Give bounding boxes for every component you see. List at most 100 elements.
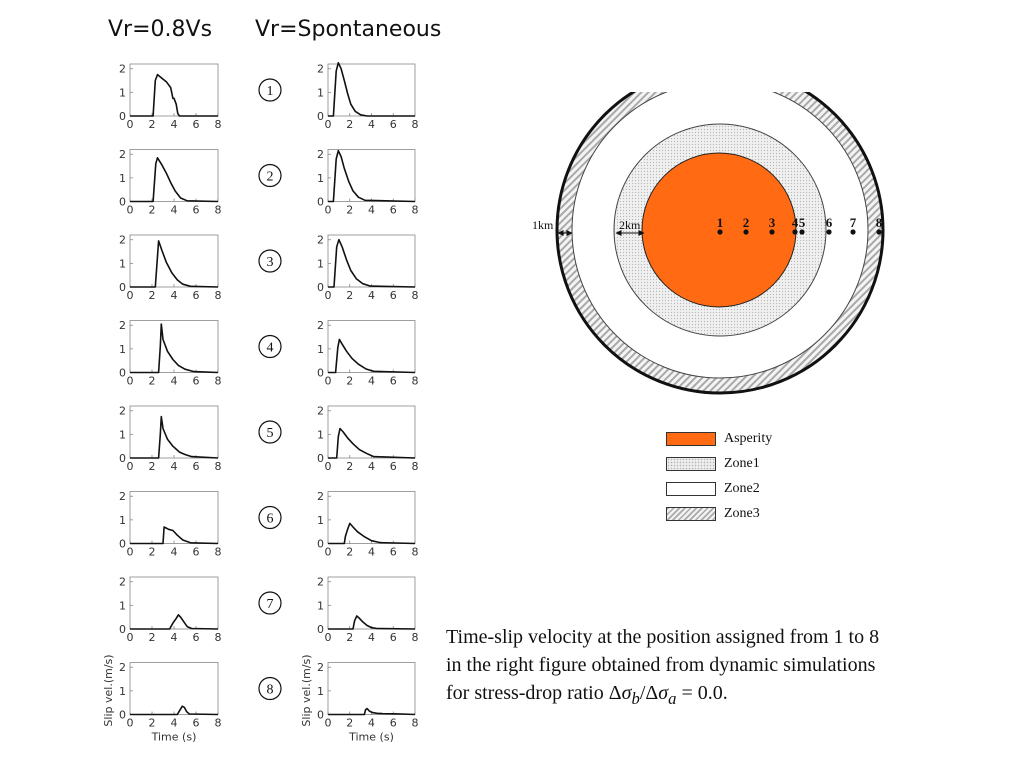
- legend-swatch-zone2: [666, 481, 716, 496]
- x-axis-label: Time (s): [348, 731, 394, 744]
- x-tick-label: 6: [193, 118, 200, 131]
- x-axis-label: Time (s): [151, 731, 197, 744]
- legend-item-zone3: Zone3: [666, 501, 772, 526]
- legend-label-zone2: Zone2: [724, 480, 760, 496]
- x-tick-label: 8: [412, 546, 419, 559]
- legend-item-zone2: Zone2: [666, 476, 772, 501]
- right-column-title: Vr=Spontaneous: [255, 17, 442, 42]
- diagram-point-1: [717, 229, 723, 235]
- panel-left-2: 0 1 2 0 2 4 6 8: [119, 148, 222, 216]
- x-tick-label: 2: [346, 118, 353, 131]
- x-tick-label: 0: [127, 289, 134, 302]
- x-tick-label: 8: [412, 631, 419, 644]
- y-tick-label: 1: [119, 428, 126, 441]
- station-circle: [258, 505, 282, 530]
- y-tick-label: 0: [317, 623, 324, 636]
- panel-right-4: 0 1 2 0 2 4 6 8: [317, 319, 419, 387]
- caption-line-2: in the right figure obtained from dynami…: [446, 654, 876, 676]
- y-tick-label: 2: [317, 63, 324, 76]
- diagram-point-7: [850, 229, 856, 235]
- x-tick-label: 0: [127, 460, 134, 473]
- y-tick-label: 0: [119, 452, 126, 465]
- station-number: 1: [267, 84, 274, 99]
- x-tick-label: 4: [368, 631, 375, 644]
- y-tick-label: 2: [317, 576, 324, 589]
- legend-label-zone1: Zone1: [724, 455, 760, 471]
- caption-sub-a: a: [668, 689, 677, 708]
- x-tick-label: 6: [193, 375, 200, 388]
- x-tick-label: 2: [346, 717, 353, 730]
- panel-right-5: 0 1 2 0 2 4 6 8: [317, 405, 419, 473]
- panel-left-4: 0 1 2 0 2 4 6 8: [119, 319, 222, 387]
- legend-swatch-zone3: [666, 506, 716, 521]
- x-tick-label: 8: [412, 460, 419, 473]
- y-tick-label: 1: [119, 257, 126, 270]
- y-tick-label: 1: [317, 86, 324, 99]
- y-tick-label: 0: [317, 281, 324, 294]
- x-tick-label: 4: [171, 460, 178, 473]
- x-tick-label: 8: [412, 717, 419, 730]
- y-tick-label: 0: [119, 110, 126, 123]
- plot-frame: [327, 320, 416, 373]
- plot-frame: [327, 405, 416, 459]
- slip-velocity-line: [328, 615, 416, 630]
- x-tick-label: 0: [325, 460, 332, 473]
- slip-velocity-line: [328, 707, 416, 716]
- slip-velocity-line: [328, 238, 416, 288]
- y-tick-label: 1: [317, 428, 324, 441]
- y-tick-label: 2: [317, 319, 324, 332]
- x-tick-label: 0: [127, 631, 134, 644]
- legend-swatch-asperity: [666, 431, 716, 446]
- caption-delta-b: Δ: [608, 682, 622, 704]
- x-tick-label: 6: [390, 546, 397, 559]
- x-tick-label: 2: [149, 546, 156, 559]
- caption-delta-a: Δ: [645, 682, 659, 704]
- y-tick-label: 0: [317, 367, 324, 380]
- diagram-point-4: [792, 229, 798, 235]
- x-tick-label: 4: [171, 631, 178, 644]
- plot-frame: [327, 63, 416, 117]
- plot-frame: [129, 491, 219, 544]
- x-tick-label: 6: [193, 546, 200, 559]
- x-tick-label: 6: [193, 460, 200, 473]
- x-tick-label: 6: [390, 375, 397, 388]
- y-tick-label: 2: [119, 148, 126, 161]
- station-number: 7: [267, 597, 274, 612]
- x-tick-label: 0: [325, 204, 332, 217]
- y-tick-label: 0: [119, 367, 126, 380]
- diagram-point-label-1: 1: [717, 215, 724, 230]
- plot-frame: [129, 234, 219, 288]
- y-tick-label: 1: [119, 343, 126, 356]
- station-marker-5: 5: [258, 420, 282, 444]
- y-tick-label: 2: [317, 490, 324, 503]
- x-tick-label: 8: [412, 204, 419, 217]
- y-tick-label: 1: [317, 257, 324, 270]
- station-circle: [258, 78, 282, 102]
- panel-left-3: 0 1 2 0 2 4 6 8: [119, 234, 222, 302]
- x-tick-label: 8: [412, 375, 419, 388]
- x-tick-label: 8: [215, 289, 222, 302]
- station-number: 2: [267, 170, 274, 185]
- plot-frame: [129, 320, 219, 373]
- plot-frame: [327, 491, 416, 544]
- x-tick-label: 6: [390, 118, 397, 131]
- station-number: 5: [267, 426, 274, 441]
- y-tick-label: 2: [119, 405, 126, 418]
- diagram-point-label-3: 3: [769, 215, 776, 230]
- x-tick-label: 8: [215, 460, 222, 473]
- slip-velocity-line: [130, 614, 219, 630]
- y-tick-label: 0: [317, 196, 324, 209]
- x-tick-label: 2: [346, 546, 353, 559]
- caption-line-1: Time-slip velocity at the position assig…: [446, 626, 880, 648]
- diagram-point-label-6: 6: [826, 215, 833, 230]
- diagram-point-label-8: 8: [876, 215, 883, 230]
- station-marker-4: 4: [258, 334, 282, 359]
- panel-right-2: 0 1 2 0 2 4 6 8: [317, 148, 419, 216]
- y-tick-label: 2: [317, 234, 324, 247]
- diagram-point-label-5: 5: [799, 215, 806, 230]
- caption-slash: /: [639, 682, 646, 704]
- slip-velocity-line: [130, 240, 219, 288]
- station-marker-6: 6: [258, 505, 282, 530]
- panel-left-7: 0 1 2 0 2 4 6 8: [119, 576, 222, 644]
- x-tick-label: 6: [390, 717, 397, 730]
